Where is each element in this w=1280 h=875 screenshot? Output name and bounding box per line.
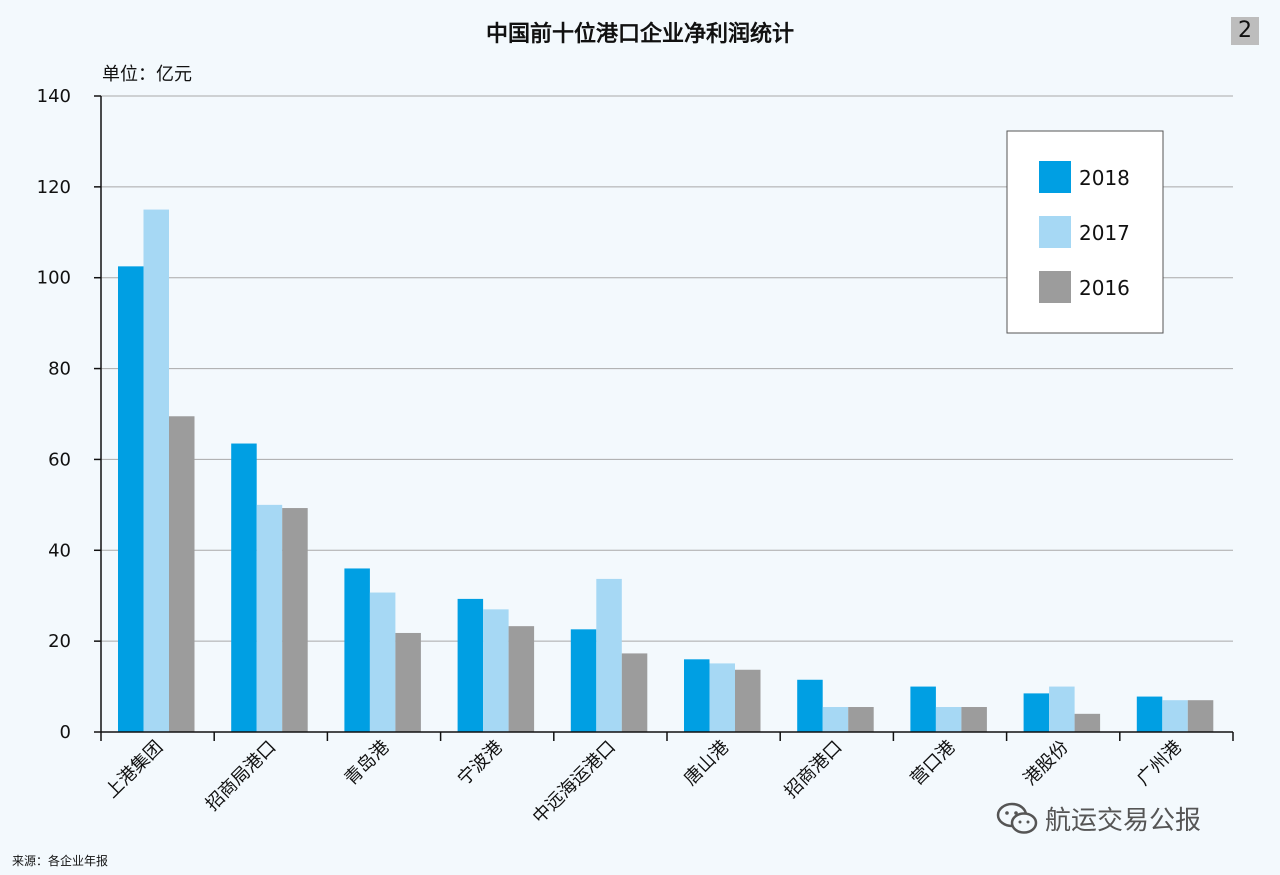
- bar-2017-9: [1162, 700, 1188, 732]
- watermark-text: 航运交易公报: [1045, 806, 1202, 836]
- bar-2016-1: [282, 508, 308, 732]
- legend: 2018 2017 2016: [1006, 130, 1164, 334]
- page-number-badge: 2: [1231, 17, 1259, 45]
- legend-box: [1006, 130, 1164, 334]
- chart-title: 中国前十位港口企业净利润统计: [485, 22, 794, 47]
- bar-2017-5: [709, 663, 735, 732]
- x-category-label: 营口港: [907, 737, 960, 790]
- source-note: 来源：各企业年报: [12, 854, 109, 868]
- bar-2016-3: [508, 626, 535, 732]
- x-category-label: 中远海运港口: [529, 737, 620, 828]
- y-tick-label: 140: [37, 86, 71, 107]
- y-tick-label: 120: [37, 177, 71, 198]
- y-tick-label: 0: [60, 722, 71, 743]
- bar-2016-0: [169, 416, 195, 732]
- y-tick-label: 60: [48, 449, 71, 470]
- bar-2018-5: [684, 659, 710, 732]
- legend-label: 2018: [1079, 166, 1130, 190]
- bar-2018-1: [231, 443, 257, 732]
- x-category-label: 招商港口: [781, 737, 847, 803]
- bar-2018-0: [118, 266, 144, 732]
- bar-2016-6: [848, 707, 874, 732]
- y-tick-label: 40: [48, 540, 71, 561]
- bar-2016-5: [735, 669, 761, 732]
- legend-swatch-2018: [1039, 161, 1071, 193]
- bar-2016-2: [395, 632, 421, 732]
- bar-2018-9: [1136, 696, 1163, 732]
- bars: [118, 209, 1214, 733]
- unit-label: 单位：亿元: [102, 64, 192, 85]
- bar-2017-2: [369, 592, 396, 732]
- bar-2018-7: [910, 686, 936, 732]
- bar-2017-3: [483, 609, 509, 732]
- wechat-icon: [996, 802, 1038, 834]
- x-category-label: 港股份: [1020, 737, 1073, 790]
- bar-2017-4: [596, 578, 622, 732]
- bar-2017-8: [1049, 686, 1075, 732]
- bar-2016-4: [621, 653, 648, 732]
- bar-2016-8: [1074, 713, 1101, 732]
- bar-2018-3: [457, 598, 484, 732]
- bar-2017-7: [935, 707, 962, 732]
- x-category-label: 宁波港: [454, 737, 507, 790]
- bar-2017-1: [256, 504, 283, 732]
- bar-2018-2: [344, 568, 370, 732]
- y-tick-label: 80: [48, 359, 71, 380]
- legend-label: 2016: [1079, 276, 1130, 300]
- bar-2017-6: [822, 707, 849, 732]
- bar-2018-4: [570, 629, 597, 732]
- bar-2018-6: [797, 679, 823, 732]
- grid-lines: [101, 95, 1233, 642]
- legend-swatch-2017: [1039, 216, 1071, 248]
- x-category-label: 招商局港口: [202, 737, 280, 815]
- x-category-label: 青岛港: [341, 737, 394, 790]
- legend-swatch-2016: [1039, 271, 1071, 303]
- x-category-label: 上港集团: [101, 737, 167, 803]
- watermark: 航运交易公报: [995, 800, 1201, 837]
- y-tick-label: 100: [37, 268, 71, 289]
- bar-2017-0: [143, 209, 169, 733]
- y-tick-label: 20: [48, 631, 71, 652]
- x-category-label: 唐山港: [680, 737, 733, 790]
- bar-2018-8: [1023, 693, 1050, 732]
- legend-label: 2017: [1079, 221, 1130, 245]
- bar-2016-7: [961, 707, 987, 732]
- bar-2016-9: [1187, 700, 1214, 732]
- x-category-label: 广州港: [1133, 737, 1186, 790]
